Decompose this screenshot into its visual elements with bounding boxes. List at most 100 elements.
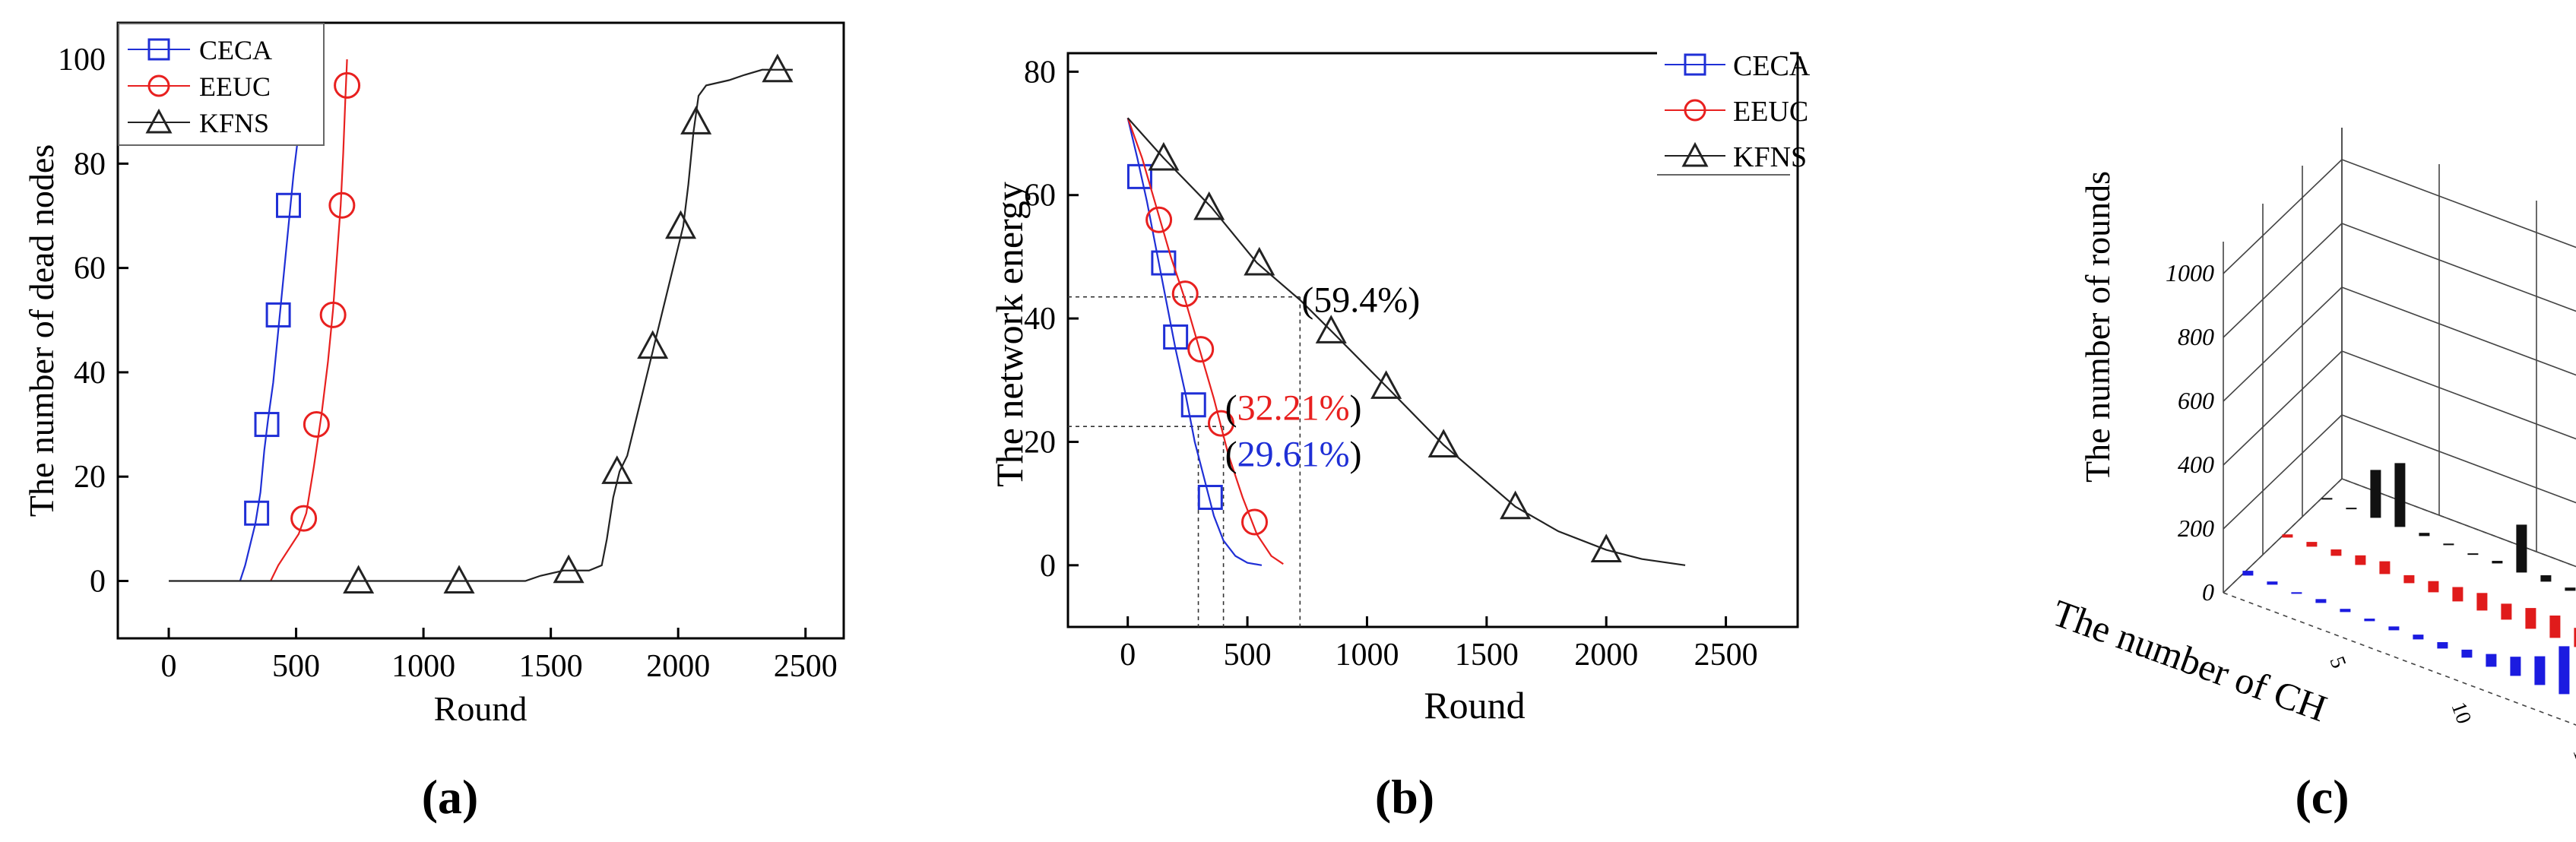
grid-line: [2341, 350, 2576, 440]
panel-c-y-label: The number of rounds: [2078, 171, 2117, 483]
data-point-kfns: [637, 330, 669, 359]
bar-kfns: [2565, 587, 2576, 591]
data-point-eeuc: [1241, 508, 1269, 536]
y-tick-label: 80: [74, 147, 106, 182]
data-point-eeuc: [1207, 410, 1234, 437]
data-point-kfns: [665, 210, 697, 239]
legend-marker-ceca: [1684, 53, 1706, 76]
panel-b-x-label: Round: [1424, 684, 1525, 726]
series-line-kfns: [169, 68, 793, 582]
z-tick-label: 200: [2178, 514, 2214, 542]
z-tick-label: 0: [2202, 578, 2214, 606]
data-point-eeuc: [319, 301, 347, 328]
data-point-kfns: [443, 565, 475, 594]
y-tick-label: 40: [74, 356, 106, 391]
data-point-eeuc: [1145, 206, 1173, 233]
data-point-eeuc: [1171, 280, 1199, 308]
data-point-ceca: [1163, 324, 1189, 350]
data-point-kfns: [553, 554, 585, 584]
grid-line: [2341, 159, 2576, 248]
data-point-eeuc: [334, 71, 361, 99]
bar-ceca: [2388, 626, 2400, 631]
x-tick-label: 0: [161, 649, 177, 684]
legend-marker-ceca: [147, 38, 170, 61]
bar-kfns: [2419, 533, 2430, 537]
x-tick-label: 15: [2568, 745, 2576, 773]
panel-a-legend: CECA EEUC KFNS: [118, 23, 325, 146]
x-tick-label: 500: [272, 649, 320, 684]
z-tick-label: 400: [2178, 451, 2214, 478]
grid-line: [2223, 350, 2343, 466]
grid-line: [2223, 159, 2343, 274]
data-point-kfns: [1315, 315, 1347, 343]
grid-line: [2341, 223, 2576, 312]
bar-kfns: [2346, 508, 2357, 510]
annotation-eeuc: (32.21%): [1225, 388, 1362, 429]
panel-a: 0 500 1000 1500 2000 2500 0 20 40 60 80 100 CECA EEU…: [22, 21, 845, 824]
bar-kfns: [2370, 470, 2381, 518]
legend-marker-kfns: [1681, 141, 1709, 167]
y-tick-label: 0: [1040, 549, 1056, 584]
data-point-kfns: [762, 53, 794, 83]
x-tick-label: 2500: [1694, 638, 1758, 673]
bar-ceca: [2340, 609, 2351, 613]
data-point-kfns: [1193, 191, 1225, 220]
bar-eeuc: [2452, 587, 2464, 602]
data-point-kfns: [1148, 141, 1180, 171]
x-tick-label: 1500: [519, 649, 583, 684]
grid-line: [2223, 414, 2343, 530]
series-line-eeuc: [1126, 117, 1284, 565]
y-tick-label: 20: [1024, 425, 1056, 460]
bar-eeuc: [2549, 616, 2561, 638]
z-tick-label: 800: [2178, 323, 2214, 350]
bar-kfns: [2443, 543, 2454, 546]
data-point-eeuc: [303, 411, 330, 438]
legend-marker-eeuc: [147, 74, 170, 97]
panel-a-plot-frame: [116, 21, 845, 640]
x-tick-label: 1000: [1335, 638, 1399, 673]
bar-kfns: [2492, 561, 2503, 564]
bar-eeuc: [2476, 593, 2488, 611]
bar-ceca: [2510, 657, 2521, 676]
data-point-kfns: [1590, 533, 1622, 563]
y-tick-label: 100: [58, 43, 106, 78]
bar-ceca: [2559, 646, 2570, 695]
data-point-kfns: [1244, 246, 1275, 276]
bar-ceca: [2413, 635, 2424, 640]
bar-eeuc: [2428, 581, 2439, 593]
panel-c-x-label: The number of CH: [2047, 591, 2332, 730]
panel-a-y-label: The number of dead nodes: [22, 144, 61, 518]
bar-ceca: [2437, 642, 2448, 649]
data-point-eeuc: [1187, 336, 1215, 363]
legend-label-eeuc: EEUC: [199, 71, 271, 102]
bar-ceca: [2364, 619, 2375, 622]
bar-ceca: [2267, 581, 2278, 585]
legend-frame: [118, 23, 325, 146]
bar-eeuc: [2574, 628, 2576, 647]
panel-b-y-label: The network energy: [988, 182, 1031, 487]
x-tick-label: 2000: [646, 649, 710, 684]
legend-label-ceca: CECA: [1733, 50, 1811, 82]
bar-eeuc: [2282, 534, 2293, 538]
data-point-eeuc: [290, 505, 318, 532]
data-point-kfns: [1370, 370, 1402, 399]
bar-eeuc: [2501, 603, 2512, 620]
data-point-kfns: [1500, 490, 1532, 520]
bar-ceca: [2461, 649, 2473, 658]
series-line-ceca: [1126, 117, 1263, 566]
bar-eeuc: [2525, 608, 2536, 629]
data-point-kfns: [601, 455, 633, 484]
y-tick-label: 20: [74, 460, 106, 495]
x-tick-label: 1500: [1455, 638, 1519, 673]
z-tick-label: 1000: [2166, 259, 2214, 286]
z-tick-label: 600: [2178, 387, 2214, 414]
x-tick-label: 2000: [1574, 638, 1638, 673]
data-point-kfns: [343, 565, 375, 594]
legend-marker-kfns: [145, 108, 173, 134]
series-line-kfns: [1126, 117, 1686, 566]
data-point-ceca: [276, 192, 302, 218]
bar-ceca: [2534, 656, 2546, 685]
y-tick-label: 60: [1024, 179, 1056, 214]
